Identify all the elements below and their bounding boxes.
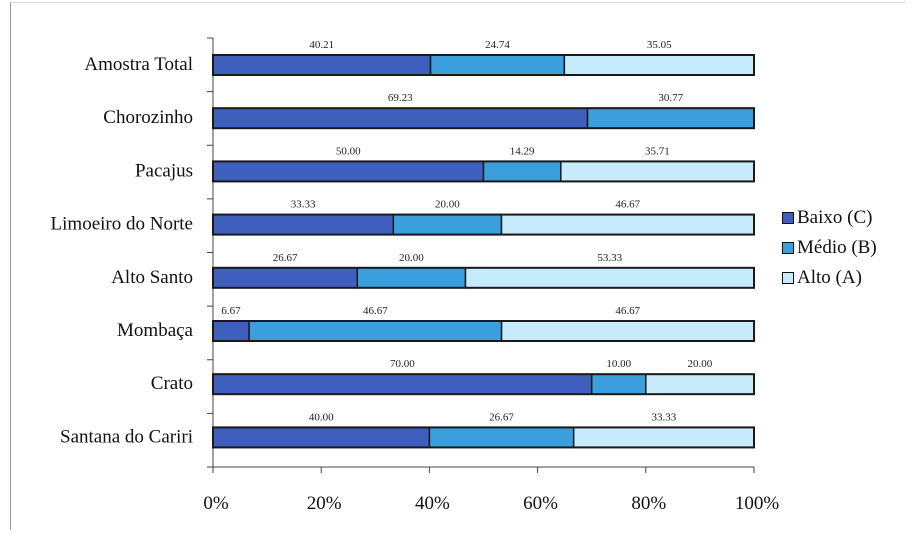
bar-segment bbox=[500, 320, 755, 342]
data-label: 24.74 bbox=[485, 39, 510, 51]
bar-segment bbox=[212, 160, 485, 183]
bar-segment bbox=[572, 426, 755, 449]
legend-swatch bbox=[782, 272, 794, 284]
x-tick-label: 60% bbox=[523, 493, 558, 514]
bar-segment bbox=[212, 54, 432, 76]
data-label: 20.00 bbox=[435, 199, 460, 211]
data-label: 26.67 bbox=[273, 252, 298, 264]
bar-segment bbox=[500, 213, 755, 236]
bar-segment bbox=[428, 426, 575, 449]
x-tick-label: 0% bbox=[203, 493, 229, 514]
legend-label: Médio (B) bbox=[797, 237, 877, 258]
bar-outline bbox=[212, 54, 755, 76]
category-label: Limoeiro do Norte bbox=[51, 214, 193, 235]
data-label: 33.33 bbox=[291, 199, 316, 211]
bar-segment bbox=[560, 160, 755, 183]
data-label: 6.67 bbox=[221, 305, 241, 317]
bar-outline bbox=[212, 320, 756, 342]
data-label: 50.00 bbox=[336, 145, 361, 157]
data-label: 10.00 bbox=[606, 358, 631, 370]
category-label: Santana do Cariri bbox=[60, 426, 193, 447]
data-label: 20.00 bbox=[399, 252, 424, 264]
category-label: Crato bbox=[151, 373, 193, 394]
data-label: 30.77 bbox=[658, 92, 683, 104]
bar-segment bbox=[645, 373, 755, 395]
category-label: Alto Santo bbox=[111, 267, 193, 288]
data-label: 40.00 bbox=[309, 411, 334, 423]
data-label: 20.00 bbox=[688, 358, 713, 370]
bar-outline bbox=[212, 107, 755, 130]
category-label: Chorozinho bbox=[103, 107, 193, 128]
data-label: 33.33 bbox=[651, 411, 676, 423]
bar-outline bbox=[212, 160, 755, 183]
data-label: 35.05 bbox=[647, 39, 672, 51]
bar-segment bbox=[586, 107, 755, 129]
x-tick-label: 100% bbox=[735, 493, 780, 514]
chart-frame bbox=[10, 2, 905, 530]
bar-segment bbox=[429, 54, 566, 76]
x-tick-label: 80% bbox=[631, 493, 666, 514]
legend-item: Baixo (C) bbox=[782, 203, 877, 233]
bar-outline bbox=[212, 426, 755, 449]
category-label: Pacajus bbox=[135, 160, 193, 181]
legend-item: Alto (A) bbox=[782, 263, 877, 293]
data-label: 46.67 bbox=[615, 305, 640, 317]
bar-segment bbox=[482, 160, 562, 183]
x-tick-label: 20% bbox=[307, 493, 342, 514]
data-label: 40.21 bbox=[309, 39, 334, 51]
bar-outline bbox=[212, 266, 755, 289]
bar-segment bbox=[212, 426, 431, 449]
bar-segment bbox=[212, 320, 250, 342]
data-label: 70.00 bbox=[390, 358, 415, 370]
legend-label: Alto (A) bbox=[797, 267, 862, 288]
legend-swatch bbox=[782, 242, 794, 254]
data-label: 53.33 bbox=[597, 252, 622, 264]
data-label: 46.67 bbox=[363, 305, 388, 317]
bar-segment bbox=[212, 373, 593, 395]
bar-outline bbox=[212, 213, 755, 236]
data-label: 46.67 bbox=[615, 199, 640, 211]
x-tick-label: 40% bbox=[415, 493, 450, 514]
bar-segment bbox=[248, 320, 503, 342]
bar-segment bbox=[212, 213, 395, 236]
bar-outline bbox=[212, 373, 755, 396]
data-label: 26.67 bbox=[489, 411, 514, 423]
bar-segment bbox=[563, 54, 755, 76]
category-label: Amostra Total bbox=[84, 54, 193, 75]
bar-segment bbox=[212, 267, 359, 289]
bar-segment bbox=[212, 107, 589, 129]
category-label: Mombaça bbox=[117, 320, 194, 341]
legend-swatch bbox=[782, 212, 794, 224]
legend-label: Baixo (C) bbox=[797, 207, 873, 228]
data-label: 69.23 bbox=[388, 92, 413, 104]
data-label: 35.71 bbox=[645, 145, 670, 157]
bar-segment bbox=[464, 267, 755, 289]
bar-segment bbox=[356, 267, 467, 289]
bar-segment bbox=[590, 373, 647, 395]
data-label: 14.29 bbox=[510, 145, 535, 157]
legend-item: Médio (B) bbox=[782, 233, 877, 263]
chart-legend: Baixo (C) Médio (B) Alto (A) bbox=[782, 203, 877, 293]
bar-segment bbox=[392, 213, 503, 236]
